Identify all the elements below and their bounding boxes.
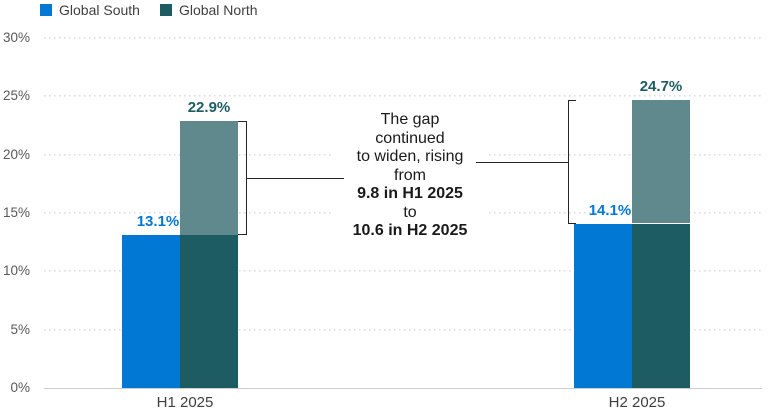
gap-annotation-line-1: The gap [380,111,440,128]
x-axis-label-2: H2 2025 [608,394,666,411]
gridline-10 [44,270,762,273]
x-axis-label-1: H1 2025 [156,394,214,411]
gap-annotation-line-2: continued [375,129,445,147]
gap-annotation-line-6: to [403,203,417,221]
legend-swatch-global-south-icon [40,4,52,16]
legend-item-global-north: Global North [159,2,258,18]
gap-annotation-line-5: 9.8 in H1 2025 [357,185,463,202]
gap-bracket-h2-vertical [568,99,569,224]
data-label-global-south-1: 13.1% [136,213,180,231]
legend-label-global-south: Global South [59,2,140,18]
gap-annotation: The gap continued to widen, rising from 9.8 … [333,111,487,241]
legend-swatch-global-north-icon [159,4,172,16]
bar-global-north-base-segment-2 [632,223,690,388]
y-tick-label-20: 20% [2,146,30,162]
bar-global-north-base-segment-1 [180,235,238,388]
gap-bracket-h1-vertical [246,120,247,236]
gap-connector-h2 [476,162,568,163]
y-tick-label-5: 5% [10,321,30,337]
y-tick-label-10: 10% [2,263,30,279]
y-tick-label-30: 30% [2,30,30,45]
bar-global-south-1 [122,235,180,388]
legend: Global South Global North [40,2,258,18]
gridline-30 [44,37,762,39]
gap-annotation-line-7: 10.6 in H2 2025 [352,222,468,239]
gap-bracket-h1-top-tick [238,120,246,122]
y-tick-label-25: 25% [2,88,30,104]
gap-annotation-line-4: from [394,166,426,184]
data-label-global-south-2: 14.1% [588,201,632,219]
legend-label-global-north: Global North [178,2,258,18]
data-label-global-north-1: 22.9% [187,98,231,116]
gridline-5 [44,328,762,331]
gridline-25 [44,95,762,98]
bar-global-north-gap-segment-1 [180,120,238,236]
legend-item-global-south: Global South [40,2,140,18]
gap-bracket-h2-top-tick [568,99,576,101]
gap-connector-h1 [247,178,344,179]
gap-annotation-line-3: to widen, rising [356,148,464,165]
gap-bracket-h1-bottom-tick [238,234,246,236]
bar-global-south-2 [574,223,632,388]
gap-bracket-h2-bottom-tick [568,222,576,224]
data-label-global-north-2: 24.7% [639,77,683,95]
bar-global-north-gap-segment-2 [632,99,690,224]
y-tick-label-15: 15% [2,205,30,220]
x-axis-line [44,388,762,389]
y-tick-label-0: 0% [10,380,30,395]
